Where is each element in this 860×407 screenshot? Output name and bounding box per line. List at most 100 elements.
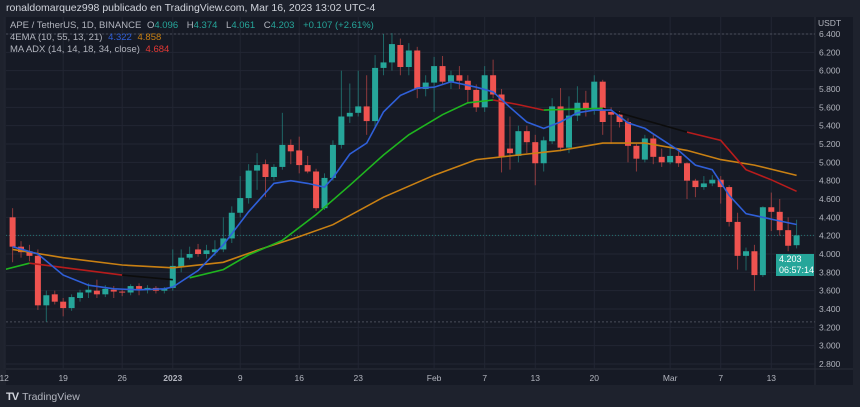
- x-tick-label: 13: [767, 373, 777, 383]
- candle-down: [119, 288, 126, 297]
- ema-label: 4EMA (10, 55, 13, 21): [10, 32, 103, 43]
- change-value: +0.107 (+2.61%): [303, 20, 374, 31]
- low-value: L4.061: [226, 20, 258, 31]
- candle-down: [498, 89, 505, 173]
- candle-body: [726, 187, 733, 222]
- ma-adx-line-red: [492, 99, 544, 111]
- symbol-legend[interactable]: APE / TetherUS, 1D, BINANCE O4.096 H4.37…: [10, 20, 377, 31]
- candle-down: [523, 125, 530, 154]
- ma-adx-legend[interactable]: MA ADX (14, 14, 18, 34, close) 4.684: [10, 44, 172, 55]
- candle-up: [338, 70, 345, 149]
- candle-body: [405, 50, 412, 68]
- candle-body: [388, 44, 395, 63]
- candle-body: [565, 115, 572, 148]
- candle-body: [422, 82, 429, 90]
- candle-down: [692, 178, 699, 198]
- candle-body: [144, 287, 151, 289]
- candle-body: [675, 155, 682, 164]
- candle-down: [414, 46, 421, 99]
- candle-body: [380, 62, 387, 68]
- candle-down: [734, 212, 741, 270]
- candle-up: [43, 290, 50, 322]
- candle-body: [287, 144, 294, 152]
- candle-down: [439, 56, 446, 85]
- ema-legend[interactable]: 4EMA (10, 55, 13, 21) 4.322 4.858: [10, 32, 164, 43]
- candle-down: [262, 159, 269, 198]
- candle-body: [751, 251, 758, 276]
- y-tick-label: 5.600: [819, 102, 841, 112]
- candle-down: [506, 116, 513, 170]
- candle-body: [684, 163, 690, 181]
- ema-fast-line: [12, 80, 797, 291]
- candle-down: [34, 249, 41, 310]
- last-price-label: 4.203 06:57:14: [776, 254, 814, 277]
- candle-body: [186, 254, 193, 258]
- candle-up: [178, 249, 185, 273]
- candle-up: [169, 249, 176, 291]
- candle-up: [405, 43, 412, 76]
- y-tick-label: 4.200: [819, 231, 841, 241]
- candle-body: [68, 297, 75, 309]
- candle-up: [245, 164, 252, 204]
- low-number: 4.061: [231, 20, 256, 31]
- candle-body: [793, 235, 800, 246]
- time-axis[interactable]: [6, 369, 815, 385]
- candle-body: [9, 217, 16, 247]
- candle-body: [397, 45, 404, 68]
- candle-up: [447, 70, 454, 90]
- candle-body: [51, 294, 58, 302]
- candle-down: [768, 192, 775, 232]
- candle-body: [490, 75, 497, 95]
- candle-body: [667, 155, 674, 163]
- candle-up: [372, 55, 379, 128]
- candle-body: [262, 164, 269, 178]
- tradingview-logo-icon: TV: [6, 391, 19, 403]
- low-label: L: [226, 20, 232, 31]
- candle-body: [650, 138, 657, 157]
- ma-adx-value: 4.684: [145, 44, 170, 55]
- candle-body: [161, 288, 168, 291]
- x-tick-label: 20: [590, 373, 600, 383]
- candle-up: [709, 175, 716, 187]
- last-price: 4.203: [779, 254, 802, 265]
- candle-body: [447, 75, 454, 82]
- candle-body: [102, 288, 109, 295]
- candle-up: [203, 244, 210, 259]
- candle-body: [228, 212, 235, 239]
- candle-up: [321, 173, 328, 211]
- candle-body: [700, 183, 707, 188]
- candle-body: [254, 165, 261, 171]
- candle-down: [195, 243, 202, 257]
- candle-body: [237, 198, 244, 213]
- symbol-name: APE / TetherUS, 1D, BINANCE: [10, 20, 142, 31]
- candle-down: [287, 139, 294, 165]
- candle-down: [51, 290, 58, 305]
- candle-up: [228, 206, 235, 244]
- x-tick-label: Feb: [427, 373, 442, 383]
- y-tick-label: 3.400: [819, 304, 841, 314]
- candle-body: [498, 94, 505, 157]
- close-label: C: [263, 20, 271, 31]
- price-axis[interactable]: [815, 17, 853, 385]
- high-number: 4.374: [193, 20, 218, 31]
- plot-area[interactable]: [6, 17, 815, 369]
- candle-body: [60, 301, 67, 309]
- candle-up: [346, 83, 353, 123]
- x-tick-label: 13: [531, 373, 541, 383]
- candle-body: [599, 81, 606, 123]
- brand-name[interactable]: TradingView: [22, 391, 80, 403]
- candle-body: [523, 131, 530, 143]
- candle-body: [785, 230, 792, 246]
- open-value: O4.096: [147, 20, 181, 31]
- candle-body: [549, 106, 556, 142]
- candle-down: [608, 107, 615, 145]
- candle-body: [624, 122, 631, 146]
- candle-body: [296, 150, 303, 166]
- candle-up: [380, 34, 387, 76]
- candle-body: [616, 114, 623, 123]
- ema-fast-value: 4.322: [108, 32, 132, 43]
- x-tick-label: 9: [238, 373, 243, 383]
- candle-down: [658, 148, 665, 167]
- candle-up: [515, 125, 522, 163]
